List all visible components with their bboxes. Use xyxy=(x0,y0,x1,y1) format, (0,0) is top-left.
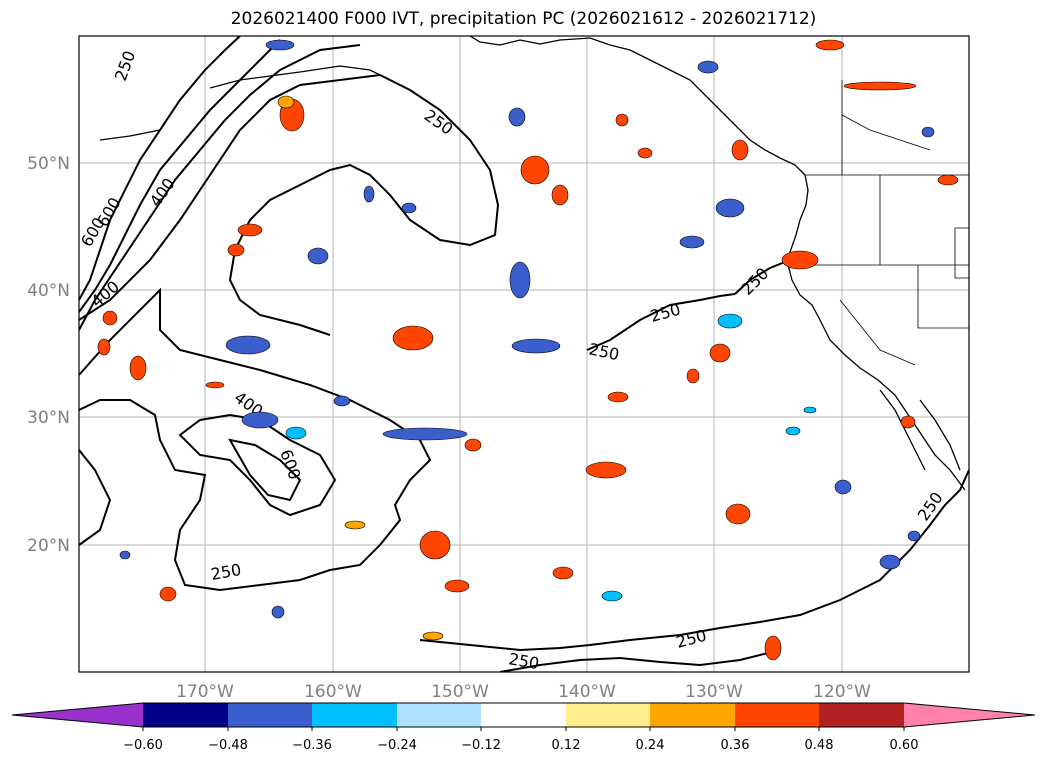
colorbar-tick-label: 0.60 xyxy=(890,738,919,753)
colorbar-segment xyxy=(481,703,566,727)
lon-label-150w: 150°W xyxy=(431,682,489,702)
colorbar-tick-label: −0.36 xyxy=(292,738,332,753)
lon-label-170w: 170°W xyxy=(176,682,234,702)
lat-label-40n: 40°N xyxy=(27,281,70,301)
colorbar-segment xyxy=(735,703,819,727)
colorbar-segment xyxy=(566,703,650,727)
colorbar-tick-label: −0.24 xyxy=(377,738,417,753)
colorbar-extend-high xyxy=(904,703,1035,727)
ivt-contours xyxy=(79,36,969,672)
colorbar-tick-label: 0.12 xyxy=(552,738,581,753)
colorbar-segment xyxy=(228,703,312,727)
colorbar-tick-label: 0.36 xyxy=(721,738,750,753)
contour-label: 250 xyxy=(507,649,540,673)
state-borders xyxy=(800,80,969,366)
colorbar-extend-low xyxy=(12,703,143,727)
colorbar: −0.60 −0.48 −0.36 −0.24 −0.12 0.12 0.24 … xyxy=(11,702,1036,753)
lon-label-120w: 120°W xyxy=(813,682,871,702)
map-border xyxy=(78,35,970,673)
latitude-labels: 50°N 40°N 30°N 20°N xyxy=(27,154,70,556)
colorbar-tick-label: −0.60 xyxy=(123,738,163,753)
colorbar-tick-label: 0.24 xyxy=(636,738,665,753)
lon-label-130w: 130°W xyxy=(685,682,743,702)
colorbar-segment xyxy=(312,703,397,727)
colorbar-tick-label: 0.48 xyxy=(805,738,834,753)
map-title: 2026021400 F000 IVT, precipitation PC (2… xyxy=(230,9,817,29)
lon-label-140w: 140°W xyxy=(558,682,616,702)
colorbar-segment xyxy=(819,703,904,727)
precip-negative-areas xyxy=(119,39,935,619)
longitude-labels: 170°W 160°W 150°W 140°W 130°W 120°W xyxy=(176,682,871,702)
precip-positive-areas xyxy=(97,39,959,661)
lon-label-160w: 160°W xyxy=(304,682,362,702)
map-background xyxy=(79,36,969,672)
lat-label-20n: 20°N xyxy=(27,536,70,556)
lat-label-50n: 50°N xyxy=(27,154,70,174)
colorbar-segment xyxy=(650,703,735,727)
lat-label-30n: 30°N xyxy=(27,408,70,428)
map-content: 250 250 400 600 600 400 250 250 250 400 … xyxy=(79,36,969,673)
colorbar-tick-label: −0.48 xyxy=(208,738,248,753)
colorbar-segment xyxy=(397,703,481,727)
colorbar-tick-label: −0.12 xyxy=(461,738,501,753)
colorbar-segment xyxy=(143,703,228,727)
